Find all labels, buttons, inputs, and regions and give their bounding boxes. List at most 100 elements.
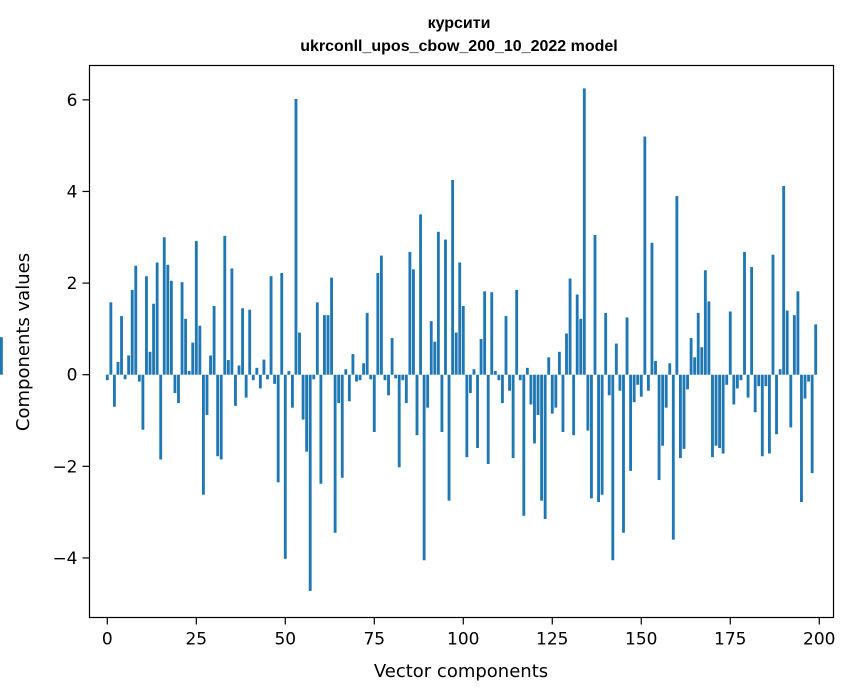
bar <box>330 277 333 375</box>
bar <box>643 136 647 375</box>
bar <box>554 374 558 408</box>
bar <box>141 374 145 430</box>
bar <box>689 338 693 375</box>
bar <box>614 343 618 375</box>
bar <box>333 374 337 533</box>
bar <box>369 374 373 380</box>
bar <box>266 374 269 380</box>
bar <box>444 239 447 375</box>
x-tick-label: 25 <box>185 630 207 650</box>
bar <box>775 374 778 435</box>
bar <box>700 347 704 375</box>
bar <box>184 318 188 375</box>
bar <box>714 374 718 446</box>
bar <box>785 310 789 375</box>
bar <box>600 374 604 495</box>
bar <box>301 374 305 420</box>
bar <box>223 235 227 375</box>
bar <box>465 374 469 458</box>
bar <box>173 374 177 394</box>
bar <box>476 374 479 448</box>
bar <box>682 374 686 449</box>
bar <box>604 312 608 375</box>
bar <box>529 374 533 405</box>
bar <box>657 374 661 481</box>
bar <box>347 374 351 402</box>
bar <box>711 374 714 458</box>
bar <box>543 374 547 520</box>
bar <box>782 185 786 375</box>
bar <box>803 374 807 399</box>
bar <box>792 315 796 375</box>
bar <box>639 374 643 397</box>
bar <box>187 371 191 375</box>
bar <box>287 371 291 375</box>
bar <box>212 306 216 375</box>
bar <box>632 374 636 403</box>
bar <box>358 374 362 381</box>
bar <box>269 276 273 375</box>
bar <box>575 294 579 375</box>
bar <box>276 374 280 483</box>
bar <box>294 98 298 375</box>
bar <box>771 254 775 375</box>
bar <box>693 357 697 375</box>
bar <box>743 251 746 375</box>
bar <box>796 291 800 375</box>
bar <box>194 240 198 375</box>
bar <box>625 317 629 375</box>
bar <box>750 267 754 375</box>
bar <box>362 363 366 375</box>
bar <box>419 214 422 375</box>
bar <box>764 374 768 387</box>
bar <box>650 242 654 375</box>
bar <box>412 269 415 375</box>
bar <box>426 374 430 408</box>
bar <box>237 365 241 375</box>
bar <box>116 361 120 375</box>
bar <box>440 374 444 432</box>
bar <box>401 374 405 381</box>
bar <box>248 309 252 375</box>
bar <box>105 374 109 381</box>
y-tick-label: 4 <box>67 182 78 202</box>
bar <box>593 234 597 375</box>
bar <box>557 351 561 375</box>
bar <box>607 374 611 396</box>
bar <box>422 374 426 561</box>
bar <box>112 374 116 407</box>
bar <box>177 374 180 404</box>
bar <box>732 374 736 405</box>
bar <box>565 333 568 375</box>
bar <box>305 374 309 452</box>
bar <box>679 374 682 459</box>
bar <box>664 374 668 408</box>
bar <box>707 301 711 375</box>
bar <box>735 374 739 389</box>
bar <box>219 374 223 460</box>
bar <box>807 374 811 382</box>
bar <box>201 374 205 495</box>
bar <box>661 374 665 446</box>
bar <box>145 276 148 375</box>
bar <box>572 374 576 436</box>
bar <box>757 374 761 387</box>
bar <box>408 251 412 375</box>
bar <box>597 374 600 503</box>
bar <box>725 374 729 385</box>
bar <box>379 255 383 375</box>
bar <box>536 374 540 416</box>
bar <box>159 374 163 460</box>
bar <box>372 374 376 432</box>
bar <box>244 374 248 398</box>
chart-subtitle: ukrconll_upos_cbow_200_10_2022 model <box>300 38 617 55</box>
bar <box>251 374 255 381</box>
bar <box>582 88 586 375</box>
bar <box>123 374 127 380</box>
bar <box>718 374 722 448</box>
bar <box>611 374 615 561</box>
bar <box>451 180 455 375</box>
bar <box>162 237 166 375</box>
bar <box>586 374 590 431</box>
bar <box>479 338 483 375</box>
